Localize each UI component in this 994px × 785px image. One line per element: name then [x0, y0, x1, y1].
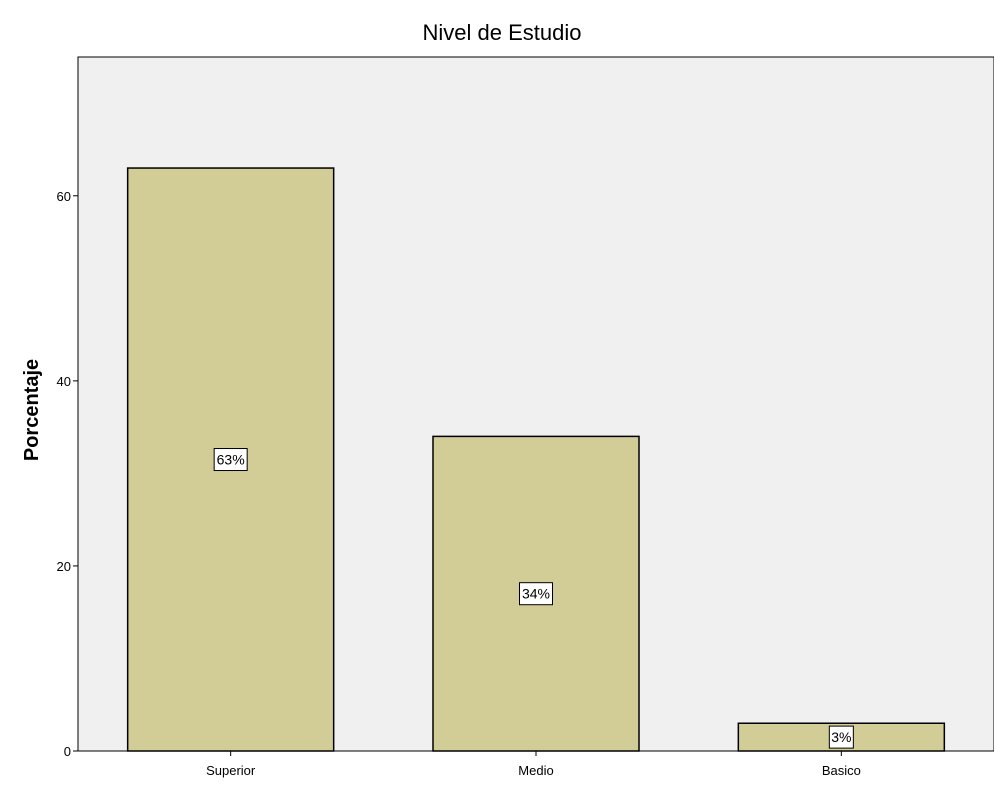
data-label: 63% [217, 452, 245, 468]
x-tick-label: Medio [518, 763, 553, 778]
data-label: 3% [831, 729, 851, 745]
data-label: 34% [522, 586, 550, 602]
y-tick-label: 20 [57, 559, 71, 574]
x-tick-label: Superior [206, 763, 256, 778]
data-label-box [213, 448, 248, 472]
x-tick-label: Basico [822, 763, 861, 778]
x-axis: Superior Medio Basico [206, 751, 861, 778]
y-tick-label: 60 [57, 189, 71, 204]
bars: 63% 34% 3% [126, 167, 946, 752]
data-label-box [828, 725, 854, 749]
y-axis-label: Porcentaje [21, 359, 43, 461]
chart-title: Nivel de Estudio [423, 20, 582, 45]
data-label-box [519, 582, 553, 606]
y-axis: 0 20 40 60 [57, 189, 78, 759]
y-tick-label: 0 [64, 744, 71, 759]
y-tick-label: 40 [57, 374, 71, 389]
